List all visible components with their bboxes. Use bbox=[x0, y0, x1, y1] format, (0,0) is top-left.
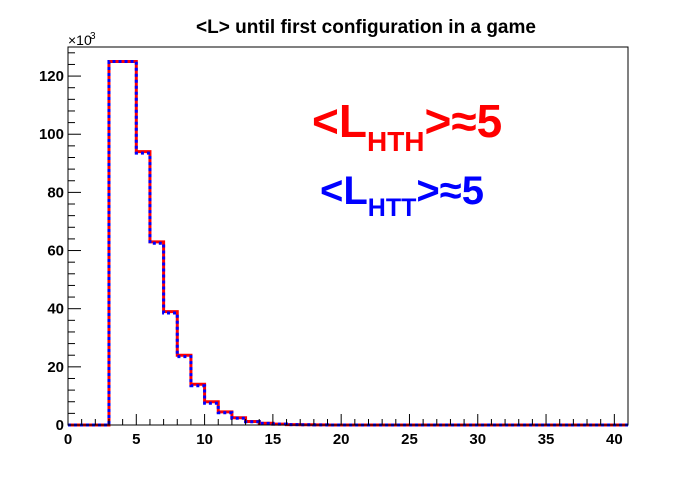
y-multiplier: ×10 3 bbox=[68, 31, 96, 48]
annotation-htt-sub: HTT bbox=[368, 194, 417, 222]
y-tick-label: 40 bbox=[47, 301, 64, 318]
x-tick-label: 40 bbox=[606, 431, 623, 448]
svg-text:<LHTT>≈5: <LHTT>≈5 bbox=[320, 169, 484, 222]
y-tick-label: 60 bbox=[47, 243, 64, 260]
x-tick-label: 10 bbox=[196, 431, 213, 448]
annotation-hth-main: <L bbox=[312, 95, 367, 147]
annotation-hth: <LHTH>≈5 bbox=[312, 95, 502, 157]
y-multiplier-exponent: 3 bbox=[90, 31, 96, 42]
x-tick-label: 0 bbox=[64, 431, 72, 448]
y-tick-label: 80 bbox=[47, 184, 64, 201]
y-tick-label: 20 bbox=[47, 359, 64, 376]
x-tick-label: 5 bbox=[132, 431, 140, 448]
x-tick-label: 30 bbox=[469, 431, 486, 448]
annotation-hth-suffix: >≈5 bbox=[425, 95, 503, 147]
x-tick-label: 20 bbox=[333, 431, 350, 448]
svg-text:<LHTH>≈5: <LHTH>≈5 bbox=[312, 95, 502, 157]
x-axis: 0 5 10 15 20 25 30 35 40 bbox=[64, 414, 629, 448]
y-tick-label: 0 bbox=[56, 417, 64, 434]
x-tick-label: 35 bbox=[538, 431, 555, 448]
y-axis: 0 20 40 60 80 100 120 bbox=[39, 52, 81, 434]
annotation-htt-suffix: >≈5 bbox=[416, 169, 484, 213]
chart-title: <L> until first configuration in a game bbox=[196, 17, 536, 38]
x-tick-label: 15 bbox=[265, 431, 282, 448]
y-tick-label: 100 bbox=[39, 126, 64, 143]
annotation-htt: <LHTT>≈5 bbox=[320, 169, 484, 222]
x-tick-label: 25 bbox=[401, 431, 418, 448]
annotation-htt-main: <L bbox=[320, 169, 368, 213]
y-tick-label: 120 bbox=[39, 68, 64, 85]
plot-frame bbox=[67, 46, 629, 426]
y-multiplier-base: ×10 bbox=[68, 32, 92, 48]
annotation-hth-sub: HTH bbox=[367, 126, 425, 157]
